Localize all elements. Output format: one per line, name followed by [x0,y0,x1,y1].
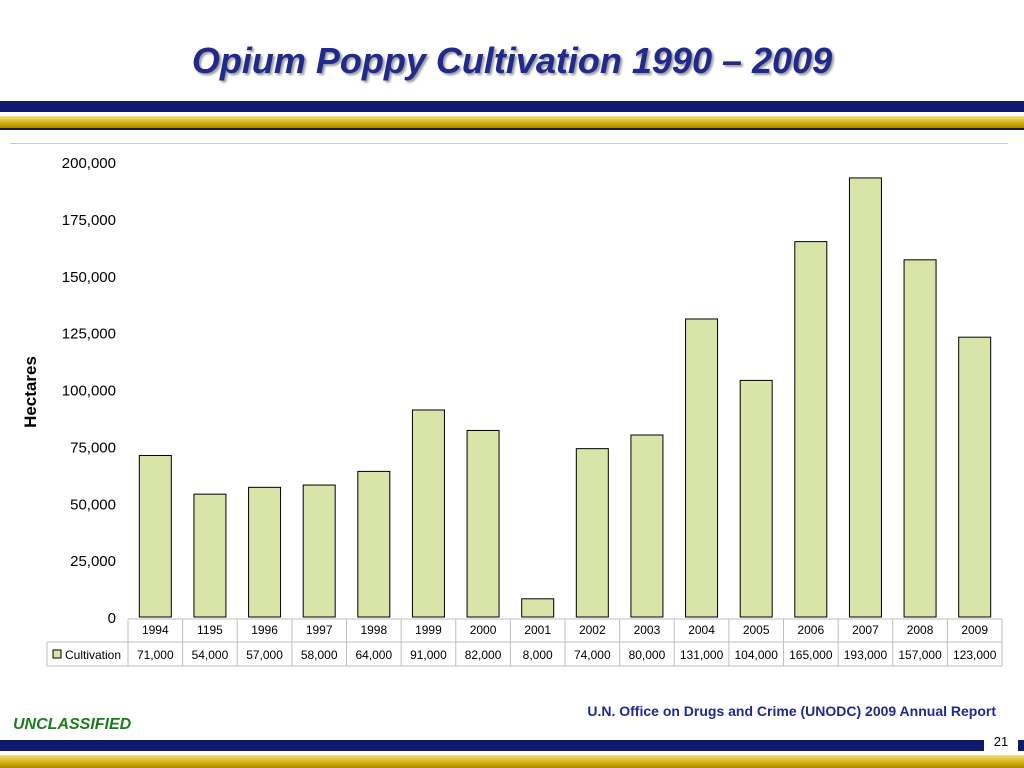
x-tick-label: 2000 [470,623,497,637]
bar-chart: 0 25,000 50,000 75,000 100,000 125,000 150,000… [21,155,1003,667]
x-tick-label: 2009 [961,623,988,637]
y-tick-label: 50,000 [70,496,116,513]
y-tick-label: 100,000 [62,383,116,400]
x-tick-label: 1994 [142,623,169,637]
y-tick-label: 75,000 [70,439,116,456]
top-navy-rule [0,128,1024,130]
y-tick-label: 175,000 [62,212,116,229]
bar [357,470,391,618]
bar [903,259,937,618]
data-label: 193,000 [844,648,888,662]
data-label: 82,000 [465,648,502,662]
y-tick-label: 200,000 [62,155,116,172]
x-tick-label: 2002 [579,623,606,637]
x-tick-label: 2001 [524,623,551,637]
bar [685,318,719,618]
data-label: 54,000 [192,648,229,662]
x-tick-label: 1195 [197,623,223,637]
slide-title: Opium Poppy Cultivation 1990 – 2009 [191,40,833,81]
page-number: 21 [984,733,1018,755]
x-tick-label: 1997 [306,623,333,637]
data-table: 1994 71,000 1195 54,000 1996 57,000 1997 58,000… [46,618,1003,667]
data-label: 58,000 [301,648,338,662]
classification-label: UNCLASSIFIED [13,716,132,733]
bar [630,434,664,618]
data-label: 74,000 [574,648,611,662]
y-tick-label: 0 [108,610,116,627]
bar [848,177,882,618]
data-label: 131,000 [680,648,724,662]
bar [739,379,773,618]
chart-frame-rule [10,143,1008,144]
bar [794,241,828,618]
x-tick-label: 1998 [360,623,387,637]
legend-series-name: Cultivation [65,648,121,662]
x-tick-label: 2003 [634,623,661,637]
data-label: 57,000 [246,648,283,662]
x-tick-label: 2005 [743,623,770,637]
y-tick-label: 125,000 [62,326,116,343]
bar [521,598,555,618]
data-label: 8,000 [523,648,553,662]
y-axis-label: Hectares [21,356,40,428]
data-label: 104,000 [734,648,778,662]
data-label: 91,000 [410,648,447,662]
bar [466,429,500,618]
source-citation: U.N. Office on Drugs and Crime (UNODC) 2… [587,703,996,719]
y-axis: 0 25,000 50,000 75,000 100,000 125,000 150,000… [62,155,116,627]
y-tick-label: 150,000 [62,269,116,286]
bar [248,486,282,618]
bar [958,336,992,618]
legend-swatch [52,649,62,659]
x-tick-label: 2007 [852,623,879,637]
bottom-gold-band [0,755,1024,768]
x-tick-label: 1999 [415,623,442,637]
bars [138,177,992,618]
bar [575,448,609,618]
data-label: 165,000 [789,648,833,662]
x-tick-label: 2004 [688,623,715,637]
data-label: 64,000 [355,648,392,662]
bar [193,493,227,618]
data-label: 71,000 [137,648,174,662]
bar [138,454,172,618]
bottom-navy-band [0,740,1024,751]
top-navy-band [0,101,1024,112]
x-tick-label: 2008 [907,623,934,637]
data-label: 80,000 [629,648,666,662]
y-tick-label: 25,000 [70,553,116,570]
data-label: 123,000 [953,648,997,662]
bar [302,484,336,618]
bar [411,409,445,618]
x-tick-label: 1996 [251,623,278,637]
data-label: 157,000 [898,648,942,662]
x-tick-label: 2006 [797,623,824,637]
top-gold-band [0,116,1024,128]
